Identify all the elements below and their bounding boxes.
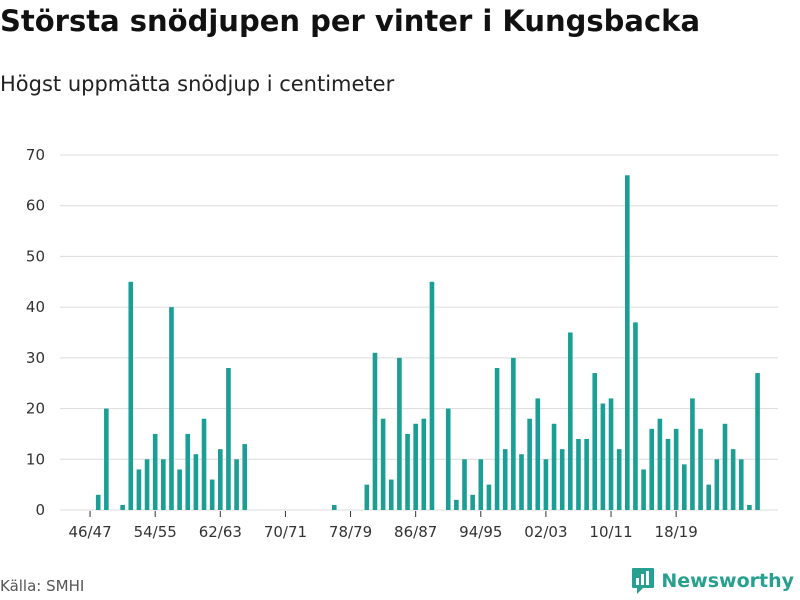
y-tick-label: 50 — [26, 247, 45, 265]
bar-25/26 — [730, 449, 736, 510]
bar-00/01 — [527, 418, 532, 510]
bar-80/81 — [364, 484, 370, 510]
bar-12/13 — [625, 175, 630, 510]
bar-85/86 — [405, 433, 410, 510]
bar-50/51 — [120, 504, 125, 510]
bar-56/57 — [169, 307, 174, 510]
chart-title: Största snödjupen per vinter i Kungsback… — [0, 4, 701, 38]
bar-15/16 — [649, 428, 655, 510]
newsworthy-logo-text: Newsworthy — [661, 570, 794, 592]
bar-61/62 — [209, 479, 215, 510]
x-tick-label: 46/47 — [68, 523, 111, 541]
bar-98/99 — [511, 357, 516, 510]
y-axis-ticks: 0 10 20 30 40 50 60 70 — [26, 146, 45, 519]
x-axis-ticks: 46/47 54/55 62/63 70/71 78/79 86/87 94/95 02/03… — [68, 511, 698, 541]
x-tick-label: 86/87 — [394, 523, 437, 541]
bar-21/22 — [698, 428, 703, 510]
bar-58/59 — [185, 433, 191, 510]
bar-26/27 — [738, 459, 744, 510]
x-tick-label: 62/63 — [199, 523, 242, 541]
bar-48/49 — [104, 408, 109, 510]
bar-chart: 0 10 20 30 40 50 60 70 46/47 54/55 62/63 70/71 78/7… — [26, 146, 778, 541]
bar-64/65 — [234, 459, 239, 510]
bar-09/10 — [600, 403, 606, 510]
bar-84/85 — [397, 357, 402, 510]
y-tick-label: 30 — [26, 349, 45, 367]
x-tick-label: 10/11 — [589, 523, 632, 541]
newsworthy-logo: Newsworthy — [631, 567, 794, 595]
bar-10/11 — [608, 398, 614, 510]
bar-03/04 — [551, 423, 557, 510]
bar-19/20 — [681, 464, 687, 510]
bar-14/15 — [641, 469, 646, 510]
bar-07/08 — [584, 439, 589, 510]
bar-81/82 — [372, 352, 378, 510]
bar-95/96 — [486, 484, 492, 510]
bar-24/25 — [722, 423, 728, 510]
bar-04/05 — [559, 449, 565, 510]
y-tick-label: 0 — [35, 501, 45, 519]
bar-16/17 — [657, 418, 663, 510]
x-tick-label: 78/79 — [329, 523, 372, 541]
y-tick-label: 10 — [26, 450, 45, 468]
bar-51/52 — [128, 281, 134, 510]
bar-54/55 — [152, 433, 158, 510]
bar-27/28 — [747, 504, 752, 510]
x-tick-label: 02/03 — [524, 523, 567, 541]
x-tick-label: 18/19 — [655, 523, 698, 541]
bar-59/60 — [193, 454, 199, 510]
bar-92/93 — [462, 459, 467, 510]
bar-23/24 — [714, 459, 720, 510]
source-note: Källa: SMHI — [0, 577, 85, 595]
bars — [95, 175, 760, 510]
x-tick-label: 70/71 — [264, 523, 307, 541]
bar-63/64 — [226, 368, 231, 510]
bar-11/12 — [616, 449, 622, 510]
bar-83/84 — [388, 479, 394, 510]
bar-65/66 — [242, 444, 248, 510]
bar-01/02 — [535, 398, 541, 510]
y-tick-label: 20 — [26, 400, 45, 418]
bar-86/87 — [413, 423, 418, 510]
x-tick-label: 54/55 — [134, 523, 177, 541]
y-tick-label: 70 — [26, 146, 45, 164]
bar-91/92 — [454, 499, 459, 510]
bar-18/19 — [673, 428, 679, 510]
chart-subtitle: Högst uppmätta snödjup i centimeter — [0, 72, 395, 96]
bar-97/98 — [502, 449, 508, 510]
bar-62/63 — [218, 449, 223, 510]
newsworthy-logo-icon — [632, 568, 655, 594]
bar-02/03 — [543, 459, 549, 510]
bar-52/53 — [136, 469, 142, 510]
bar-47/48 — [95, 494, 101, 510]
bar-96/97 — [494, 368, 500, 510]
bar-76/77 — [331, 504, 337, 510]
bar-06/07 — [576, 439, 581, 510]
x-tick-label: 94/95 — [459, 523, 502, 541]
bar-05/06 — [568, 332, 573, 510]
bar-94/95 — [478, 459, 484, 510]
bar-08/09 — [592, 373, 598, 510]
bar-87/88 — [421, 418, 427, 510]
bar-82/83 — [380, 418, 386, 510]
bar-20/21 — [690, 398, 695, 510]
bar-88/89 — [429, 281, 435, 510]
bar-60/61 — [201, 418, 207, 510]
bar-90/91 — [445, 408, 451, 510]
bar-53/54 — [144, 459, 150, 510]
bar-17/18 — [665, 439, 671, 510]
gridlines — [60, 154, 778, 511]
bar-28/29 — [755, 373, 760, 510]
bar-57/58 — [177, 469, 182, 510]
bar-22/23 — [706, 484, 712, 510]
bar-93/94 — [470, 494, 475, 510]
y-tick-label: 40 — [26, 298, 45, 316]
bar-55/56 — [161, 459, 166, 510]
bar-13/14 — [633, 322, 638, 510]
bar-99/00 — [519, 454, 524, 510]
y-tick-label: 60 — [26, 197, 45, 215]
